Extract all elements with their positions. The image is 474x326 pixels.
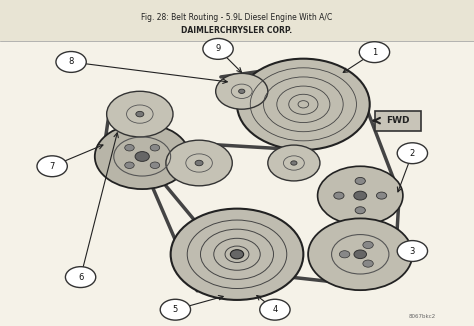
Text: 6: 6 [78, 273, 83, 282]
Text: DAIMLERCHRYSLER CORP.: DAIMLERCHRYSLER CORP. [182, 26, 292, 36]
Circle shape [359, 42, 390, 63]
Text: 9: 9 [215, 44, 221, 53]
Circle shape [397, 241, 428, 261]
Circle shape [203, 38, 233, 59]
Circle shape [363, 260, 373, 267]
Circle shape [136, 111, 144, 117]
Circle shape [160, 299, 191, 320]
Circle shape [166, 140, 232, 186]
Circle shape [230, 250, 244, 259]
Circle shape [354, 250, 366, 259]
FancyBboxPatch shape [375, 111, 421, 131]
Circle shape [355, 207, 365, 214]
Text: 3: 3 [410, 246, 415, 256]
Text: 7: 7 [49, 162, 55, 171]
Circle shape [354, 191, 367, 200]
Text: Fig. 28: Belt Routing - 5.9L Diesel Engine With A/C: Fig. 28: Belt Routing - 5.9L Diesel Engi… [141, 13, 333, 22]
Text: 8: 8 [68, 57, 74, 67]
Text: 5: 5 [173, 305, 178, 314]
Circle shape [318, 166, 403, 225]
Circle shape [334, 192, 344, 199]
Circle shape [339, 251, 350, 258]
Circle shape [216, 73, 268, 109]
Circle shape [308, 218, 412, 290]
Text: FWD: FWD [386, 116, 410, 125]
Circle shape [397, 143, 428, 164]
Circle shape [150, 144, 160, 151]
Text: 2: 2 [410, 149, 415, 158]
Circle shape [268, 145, 320, 181]
Circle shape [150, 162, 160, 169]
Circle shape [195, 160, 203, 166]
Text: 8067bkc2: 8067bkc2 [409, 315, 436, 319]
Text: 4: 4 [272, 305, 278, 314]
Circle shape [355, 177, 365, 185]
Circle shape [95, 124, 190, 189]
Circle shape [238, 89, 245, 94]
Circle shape [56, 52, 86, 72]
Circle shape [135, 152, 149, 161]
Circle shape [107, 91, 173, 137]
FancyBboxPatch shape [0, 0, 474, 41]
Circle shape [237, 59, 370, 150]
Circle shape [65, 267, 96, 288]
Text: 1: 1 [372, 48, 377, 57]
Circle shape [37, 156, 67, 177]
Circle shape [376, 192, 387, 199]
Circle shape [125, 144, 134, 151]
Circle shape [171, 209, 303, 300]
Circle shape [363, 241, 373, 248]
Circle shape [260, 299, 290, 320]
Circle shape [125, 162, 134, 169]
Circle shape [291, 161, 297, 165]
